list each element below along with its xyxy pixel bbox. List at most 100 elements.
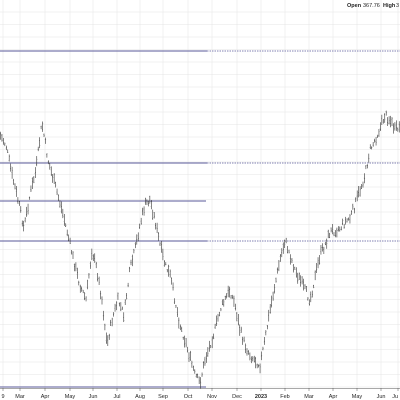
x-tick-label: Mar <box>15 394 25 400</box>
ohlc-bar <box>394 122 396 131</box>
ohlc-bar <box>184 335 186 348</box>
ohlc-bar <box>247 350 250 355</box>
ohlc-bar <box>84 292 86 301</box>
ohlc-bar <box>378 128 380 137</box>
ohlc-bar <box>85 296 87 302</box>
ohlc-bar <box>289 254 292 265</box>
ohlc-bar <box>155 222 157 230</box>
x-tick-label: 2023 <box>255 394 267 400</box>
ohlc-bar <box>72 251 74 259</box>
open-value: 367.76 <box>363 3 380 9</box>
ohlc-bar <box>308 299 310 306</box>
ohlc-bar <box>88 272 90 279</box>
ohlc-bar <box>300 275 302 287</box>
ohlc-bars <box>0 110 400 389</box>
ohlc-bar <box>391 117 393 126</box>
ohlc-bar <box>374 138 376 143</box>
ohlc-bar <box>169 269 171 278</box>
ohlc-bar <box>130 259 132 266</box>
ohlc-bar <box>124 299 126 306</box>
ohlc-bar <box>39 137 41 149</box>
ohlc-bar <box>113 312 115 317</box>
ohlc-bar <box>21 220 23 227</box>
ohlc-bar <box>305 285 308 293</box>
x-tick-label: Dec <box>232 394 242 400</box>
ohlc-bar <box>152 209 154 220</box>
ohlc-bar <box>4 142 6 147</box>
x-tick-label: May <box>65 394 76 400</box>
ohlc-bar <box>198 376 200 385</box>
ohlc-bar <box>273 283 276 294</box>
x-tick-label: Apr <box>329 394 338 400</box>
ohlc-bar <box>75 262 77 272</box>
ohlc-bar <box>356 190 358 202</box>
ohlc-bar <box>224 295 226 300</box>
ohlc-bar <box>107 335 109 346</box>
ohlc-bar <box>63 213 65 226</box>
ohlc-bar <box>395 120 397 131</box>
x-axis-ticks: 9 Mar Apr May Jun Jul Aug Sep Oct Nov Dec 2023 Feb Ma… <box>1 388 399 400</box>
ohlc-bar <box>253 355 255 363</box>
ohlc-bar <box>243 336 245 343</box>
ohlc-bar <box>382 119 384 124</box>
ohlc-bar <box>272 291 274 301</box>
ohlc-bar <box>123 312 125 323</box>
x-tick-label: Jul <box>113 394 120 400</box>
ohlc-bar <box>11 166 13 179</box>
ohlc-bar <box>104 323 106 331</box>
ohlc-bar <box>47 160 49 165</box>
ohlc-bar <box>40 125 42 130</box>
ohlc-bar <box>292 264 294 273</box>
ohlc-bar <box>230 295 232 299</box>
ohlc-bar <box>200 377 202 389</box>
ohlc-bar <box>185 338 187 348</box>
ohlc-bar <box>279 253 281 262</box>
ohlc-bar <box>337 226 339 232</box>
ohlc-bar <box>102 310 105 321</box>
ohlc-bar <box>236 312 238 322</box>
ohlc-bar <box>229 286 231 298</box>
ohlc-bar <box>76 267 78 279</box>
ohlc-bar <box>121 306 123 310</box>
ohlc-bar <box>259 363 261 374</box>
ohlc-bar <box>353 207 355 214</box>
ohlc-bar <box>333 232 335 237</box>
ohlc-bar <box>355 197 357 203</box>
ohlc-bar <box>317 257 319 269</box>
x-tick-label: Sep <box>158 394 168 400</box>
ohlc-bar <box>221 299 223 306</box>
ohlc-bar <box>260 351 263 361</box>
ohlc-bar <box>14 183 16 190</box>
ohlc-bar <box>375 136 377 146</box>
ohlc-bar <box>326 238 328 249</box>
ohlc-bar <box>295 267 297 278</box>
ohlc-bar <box>252 356 254 362</box>
ohlc-bar <box>388 116 390 125</box>
ohlc-bar <box>17 197 19 204</box>
ohlc-bar <box>182 336 184 340</box>
ohlc-bar <box>53 173 55 185</box>
ohlc-bar <box>66 229 68 237</box>
ohlc-bar <box>313 284 315 289</box>
ohlc-bar <box>227 285 229 298</box>
ohlc-bar <box>26 206 28 217</box>
ohlc-bar <box>242 336 244 345</box>
ohlc-bar <box>362 181 364 188</box>
x-tick-label: Jun <box>377 394 386 400</box>
ohlc-bar <box>50 166 52 177</box>
ohlc-bar <box>30 185 32 193</box>
ohlc-bar <box>73 263 76 272</box>
ohlc-bar <box>358 185 360 198</box>
ohlc-bar <box>349 214 351 224</box>
ohlc-bar <box>142 207 144 216</box>
ohlc-bar <box>192 365 194 371</box>
x-tick-label: May <box>352 394 363 400</box>
ohlc-bar <box>114 303 116 312</box>
ohlc-bar <box>304 284 306 290</box>
x-tick-label: Ju <box>392 394 398 400</box>
ohlc-bar <box>140 217 142 225</box>
ohlc-bar <box>34 167 36 178</box>
ohlc-bar <box>92 254 94 261</box>
ohlc-bar <box>268 309 270 322</box>
